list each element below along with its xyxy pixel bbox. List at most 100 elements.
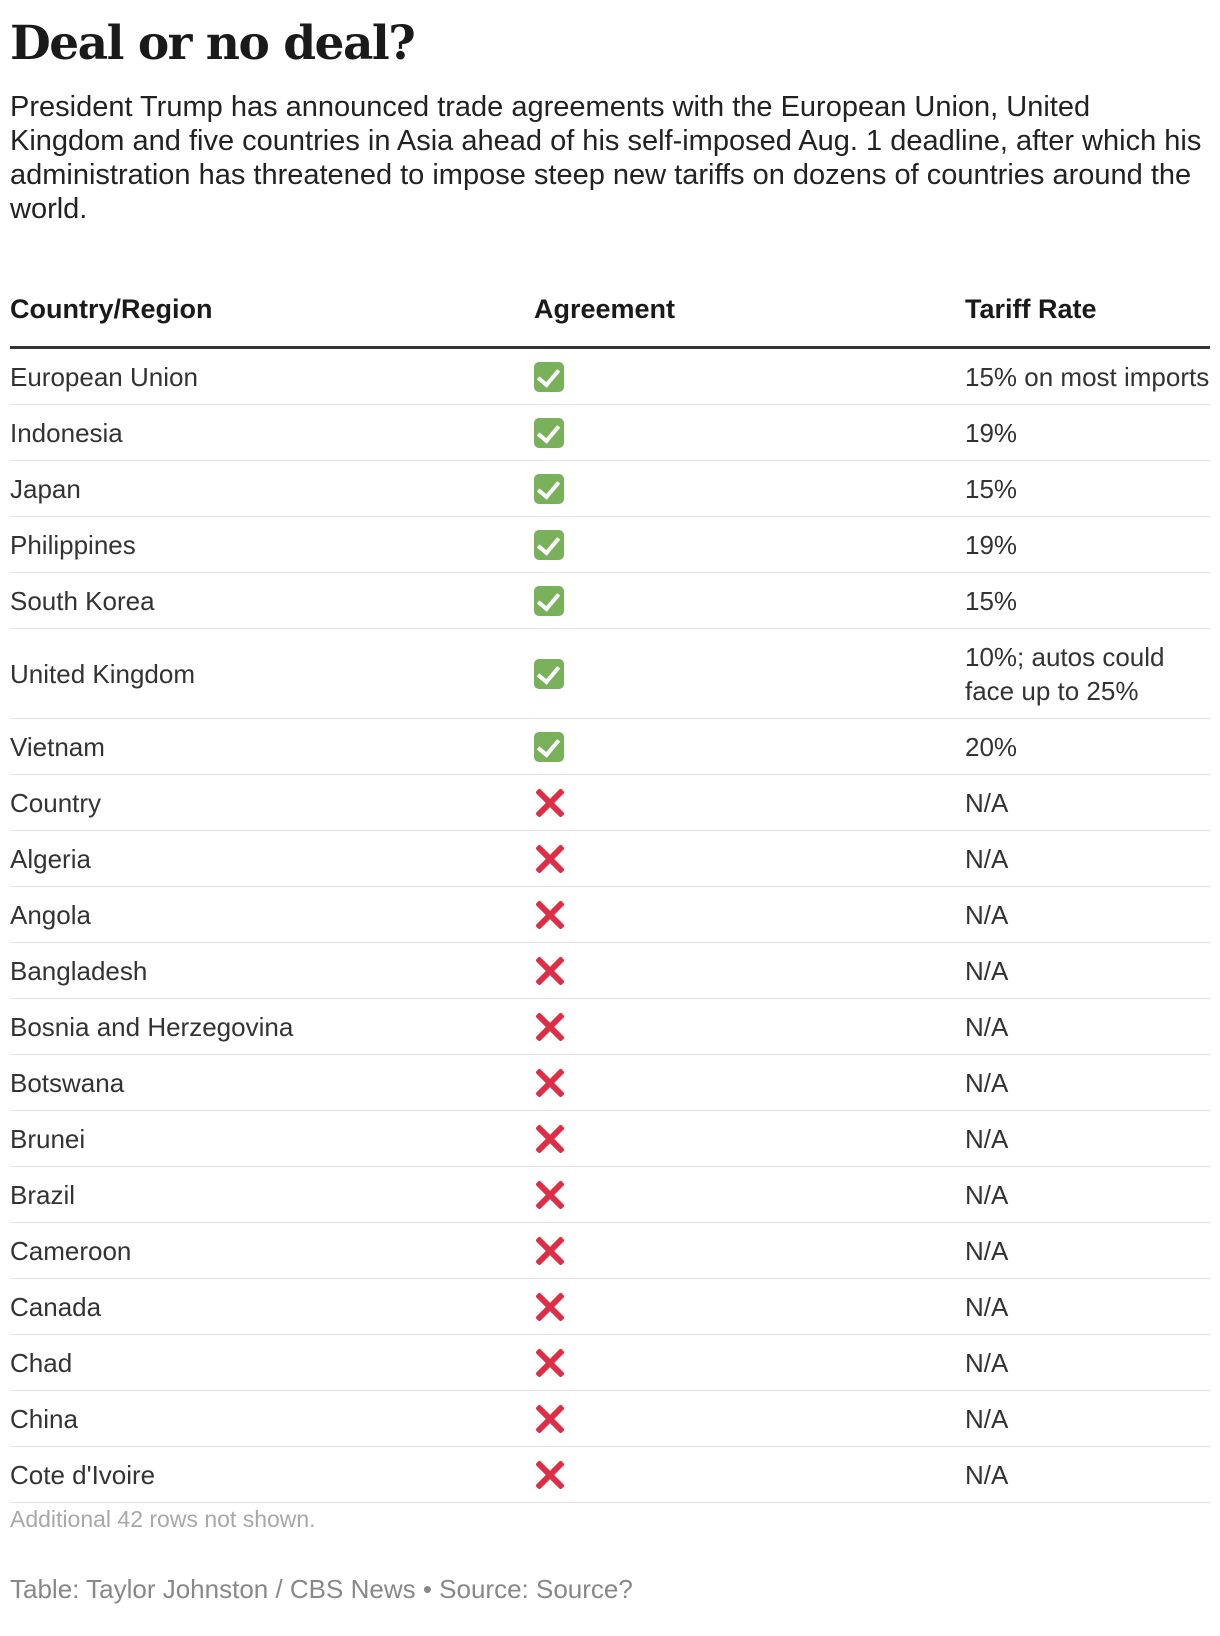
country-cell: Japan: [10, 473, 81, 504]
cross-mark-icon: [534, 899, 566, 931]
agreement-cell: [534, 1447, 594, 1502]
agreement-cell: [534, 1279, 594, 1334]
page-title: Deal or no deal?: [10, 16, 416, 71]
agreement-cell: [534, 1055, 594, 1110]
check-mark-icon: [534, 585, 564, 616]
tariff-rate-cell: N/A: [965, 1011, 1009, 1042]
country-cell: Philippines: [10, 529, 136, 560]
agreement-cell: [534, 943, 594, 998]
country-cell: Bangladesh: [10, 955, 148, 986]
table-row: Canada N/A: [10, 1279, 1210, 1335]
country-cell: Cameroon: [10, 1235, 132, 1266]
tariff-rate-cell: N/A: [965, 787, 1009, 818]
table-row: Bangladesh N/A: [10, 943, 1210, 999]
table-row: Brazil N/A: [10, 1167, 1210, 1223]
agreement-cell: [534, 517, 594, 572]
agreement-cell: [534, 999, 594, 1054]
table-row: Philippines 19%: [10, 517, 1210, 573]
agreement-cell: [534, 719, 594, 774]
table-row: Angola N/A: [10, 887, 1210, 943]
table-row: Japan 15%: [10, 461, 1210, 517]
tariff-rate-cell: 15% on most imports: [965, 361, 1210, 392]
agreement-cell: [534, 1223, 594, 1278]
agreement-cell: [534, 1391, 594, 1446]
country-cell: Cote d'Ivoire: [10, 1459, 156, 1490]
tariff-rate-cell: N/A: [965, 1067, 1009, 1098]
country-cell: Angola: [10, 899, 91, 930]
table-body: European Union 15% on most imports Indones…: [10, 349, 1210, 1503]
table-row: Botswana N/A: [10, 1055, 1210, 1111]
country-cell: Bosnia and Herzegovina: [10, 1011, 294, 1042]
tariff-rate-cell: N/A: [965, 1179, 1009, 1210]
cross-mark-icon: [534, 1347, 566, 1379]
check-mark-icon: [534, 658, 564, 689]
tariff-rate-cell: N/A: [965, 1347, 1009, 1378]
source-footer: Table: Taylor Johnston / CBS News • Sour…: [10, 1574, 633, 1604]
country-cell: Algeria: [10, 843, 91, 874]
tariff-rate-cell: 20%: [965, 731, 1018, 762]
country-cell: Vietnam: [10, 731, 105, 762]
agreement-cell: [534, 831, 594, 886]
check-mark-icon: [534, 473, 564, 504]
cross-mark-icon: [534, 843, 566, 875]
country-cell: Brunei: [10, 1123, 86, 1154]
cross-mark-icon: [534, 1179, 566, 1211]
cross-mark-icon: [534, 1291, 566, 1323]
cross-mark-icon: [534, 1459, 566, 1491]
country-cell: European Union: [10, 361, 198, 392]
agreement-cell: [534, 629, 594, 718]
country-cell: Canada: [10, 1291, 102, 1322]
column-header-country[interactable]: Country/Region: [10, 294, 213, 324]
country-cell: Indonesia: [10, 417, 123, 448]
table-row: Cameroon N/A: [10, 1223, 1210, 1279]
page-description: President Trump has announced trade agre…: [10, 91, 1202, 225]
cross-mark-icon: [534, 955, 566, 987]
country-cell: South Korea: [10, 585, 155, 616]
check-mark-icon: [534, 731, 564, 762]
check-mark-icon: [534, 529, 564, 560]
trade-deals-table: Country/Region Agreement Tariff Rate Eur…: [10, 266, 1210, 1503]
table-row: European Union 15% on most imports: [10, 349, 1210, 405]
tariff-rate-cell: N/A: [965, 1459, 1009, 1490]
country-cell: United Kingdom: [10, 658, 195, 689]
table-row: Chad N/A: [10, 1335, 1210, 1391]
country-cell: Chad: [10, 1347, 73, 1378]
agreement-cell: [534, 1167, 594, 1222]
country-cell: Botswana: [10, 1067, 125, 1098]
table-row: Country N/A: [10, 775, 1210, 831]
agreement-cell: [534, 887, 594, 942]
table-row: United Kingdom 10%; autos could face up t…: [10, 629, 1210, 719]
tariff-rate-cell: N/A: [965, 955, 1009, 986]
agreement-cell: [534, 349, 594, 404]
agreement-cell: [534, 775, 594, 830]
check-mark-icon: [534, 417, 564, 448]
tariff-rate-cell: 19%: [965, 417, 1018, 448]
country-cell: Brazil: [10, 1179, 76, 1210]
column-header-tariff-rate[interactable]: Tariff Rate: [965, 294, 1097, 324]
tariff-rate-cell: N/A: [965, 1291, 1009, 1322]
agreement-cell: [534, 461, 594, 516]
table-header: Country/Region Agreement Tariff Rate: [10, 266, 1210, 349]
table-row: Indonesia 19%: [10, 405, 1210, 461]
tariff-rate-cell: N/A: [965, 1123, 1009, 1154]
datawrapper-table-container: Deal or no deal? President Trump has ann…: [10, 0, 1210, 1604]
country-cell: Country: [10, 787, 102, 818]
cross-mark-icon: [534, 1011, 566, 1043]
table-row: Cote d'Ivoire N/A: [10, 1447, 1210, 1503]
agreement-cell: [534, 1335, 594, 1390]
tariff-rate-cell: N/A: [965, 1235, 1009, 1266]
check-mark-icon: [534, 361, 564, 392]
agreement-cell: [534, 573, 594, 628]
cross-mark-icon: [534, 1067, 566, 1099]
cross-mark-icon: [534, 1235, 566, 1267]
tariff-rate-cell: 10%; autos could face up to 25%: [965, 641, 1165, 706]
agreement-cell: [534, 1111, 594, 1166]
cross-mark-icon: [534, 787, 566, 819]
table-row: South Korea 15%: [10, 573, 1210, 629]
cross-mark-icon: [534, 1123, 566, 1155]
agreement-cell: [534, 405, 594, 460]
tariff-rate-cell: N/A: [965, 899, 1009, 930]
column-header-agreement[interactable]: Agreement: [534, 294, 676, 324]
table-row: China N/A: [10, 1391, 1210, 1447]
table-row: Algeria N/A: [10, 831, 1210, 887]
